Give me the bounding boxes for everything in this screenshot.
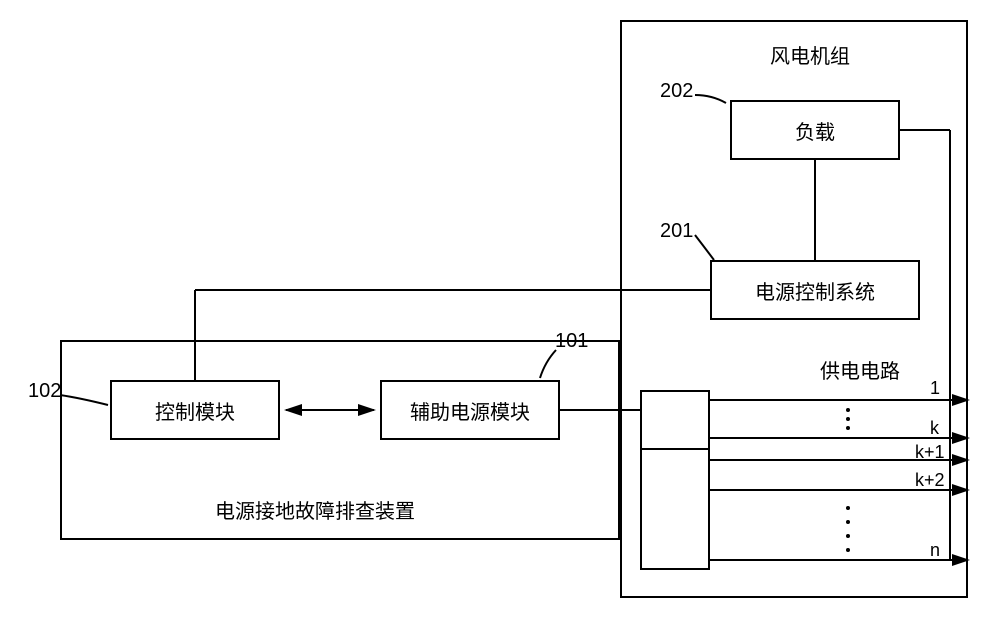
bus-box	[640, 390, 710, 570]
control-box: 控制模块	[110, 380, 280, 440]
device-title: 电源接地故障排查装置	[215, 495, 415, 524]
control-label: 控制模块	[155, 396, 235, 425]
turbine-title: 风电机组	[770, 40, 850, 69]
circuit-header: 供电电路	[820, 355, 900, 384]
pcs-ref: 201	[660, 220, 693, 243]
pcs-label: 电源控制系统	[755, 276, 875, 305]
circuit-1: 1	[930, 378, 940, 399]
aux-label: 辅助电源模块	[410, 396, 530, 425]
aux-ref: 101	[555, 330, 588, 353]
pcs-box: 电源控制系统	[710, 260, 920, 320]
load-box: 负载	[730, 100, 900, 160]
circuit-k: k	[930, 418, 939, 439]
control-ref: 102	[28, 380, 61, 403]
load-label: 负载	[795, 116, 835, 145]
circuit-k2: k+2	[915, 470, 945, 491]
bus-divider	[640, 448, 710, 450]
circuit-n: n	[930, 540, 940, 561]
load-ref: 202	[660, 80, 693, 103]
circuit-k1: k+1	[915, 442, 945, 463]
aux-box: 辅助电源模块	[380, 380, 560, 440]
